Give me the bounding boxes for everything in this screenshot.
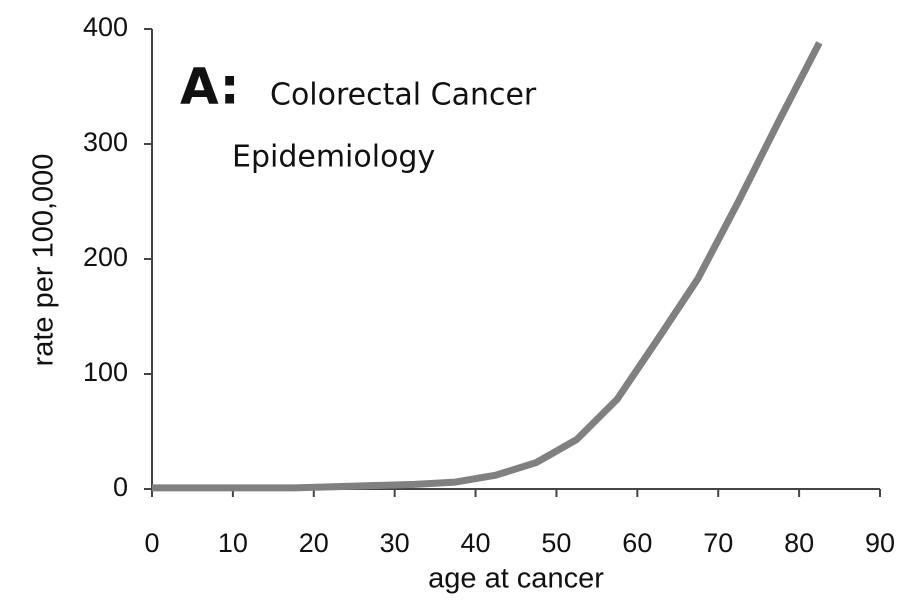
- y-tick-label: 0: [113, 472, 128, 502]
- panel-label: A:: [180, 58, 240, 116]
- x-tick-label: 70: [703, 528, 733, 558]
- y-tick-label: 300: [83, 127, 128, 157]
- x-tick-label: 80: [784, 528, 814, 558]
- x-tick-label: 40: [461, 528, 491, 558]
- x-tick-label: 50: [541, 528, 571, 558]
- x-tick-label: 60: [622, 528, 652, 558]
- y-axis-label: rate per 100,000: [28, 154, 60, 367]
- x-tick-label: 30: [380, 528, 410, 558]
- annotation: Epidemiology: [232, 140, 435, 175]
- annotation: Colorectal Cancer: [270, 78, 537, 113]
- y-tick-label: 400: [83, 12, 128, 42]
- x-tick-label: 10: [218, 528, 248, 558]
- y-tick-label: 200: [83, 242, 128, 272]
- x-tick-label: 20: [299, 528, 329, 558]
- y-tick-label: 100: [83, 357, 128, 387]
- x-axis-label: age at cancer: [428, 563, 604, 595]
- x-tick-label: 0: [144, 528, 159, 558]
- data-line: [152, 41, 823, 492]
- x-tick-label: 90: [865, 528, 895, 558]
